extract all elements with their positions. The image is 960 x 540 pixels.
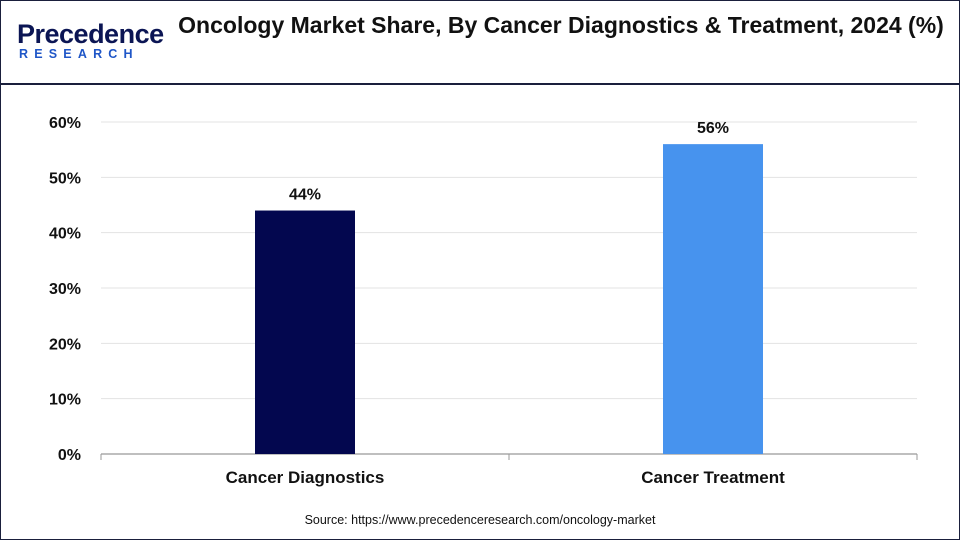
y-tick-label: 0% xyxy=(58,447,81,464)
y-tick-label: 50% xyxy=(49,170,81,187)
gridlines xyxy=(100,121,918,460)
header: Precedence RESEARCH Oncology Market Shar… xyxy=(1,1,959,85)
chart-title: Oncology Market Share, By Cancer Diagnos… xyxy=(178,12,944,38)
logo-sub-text: RESEARCH xyxy=(19,47,139,61)
x-tick-label: Cancer Diagnostics xyxy=(226,468,385,487)
y-tick-label: 60% xyxy=(49,115,81,132)
x-tick-label: Cancer Treatment xyxy=(641,468,785,487)
x-axis-labels: Cancer Diagnostics Cancer Treatment xyxy=(226,468,786,487)
y-tick-label: 40% xyxy=(49,226,81,243)
bar-cancer-treatment xyxy=(663,144,763,454)
y-axis-ticks: 0% 10% 20% 30% 40% 50% 60% xyxy=(49,115,81,464)
y-tick-label: 10% xyxy=(49,392,81,409)
bar-cancer-diagnostics xyxy=(255,210,355,454)
brand-logo: Precedence RESEARCH xyxy=(17,19,164,63)
bars: 44% 56% xyxy=(255,120,763,454)
y-tick-label: 20% xyxy=(49,336,81,353)
source-note: Source: https://www.precedenceresearch.c… xyxy=(304,513,656,527)
bar-chart: 0% 10% 20% 30% 40% 50% 60% 44% 56% Cancer Diagn… xyxy=(49,115,918,487)
data-label: 56% xyxy=(697,120,729,137)
data-label: 44% xyxy=(289,187,321,204)
logo-main-text: Precedence xyxy=(17,19,164,49)
y-tick-label: 30% xyxy=(49,281,81,298)
